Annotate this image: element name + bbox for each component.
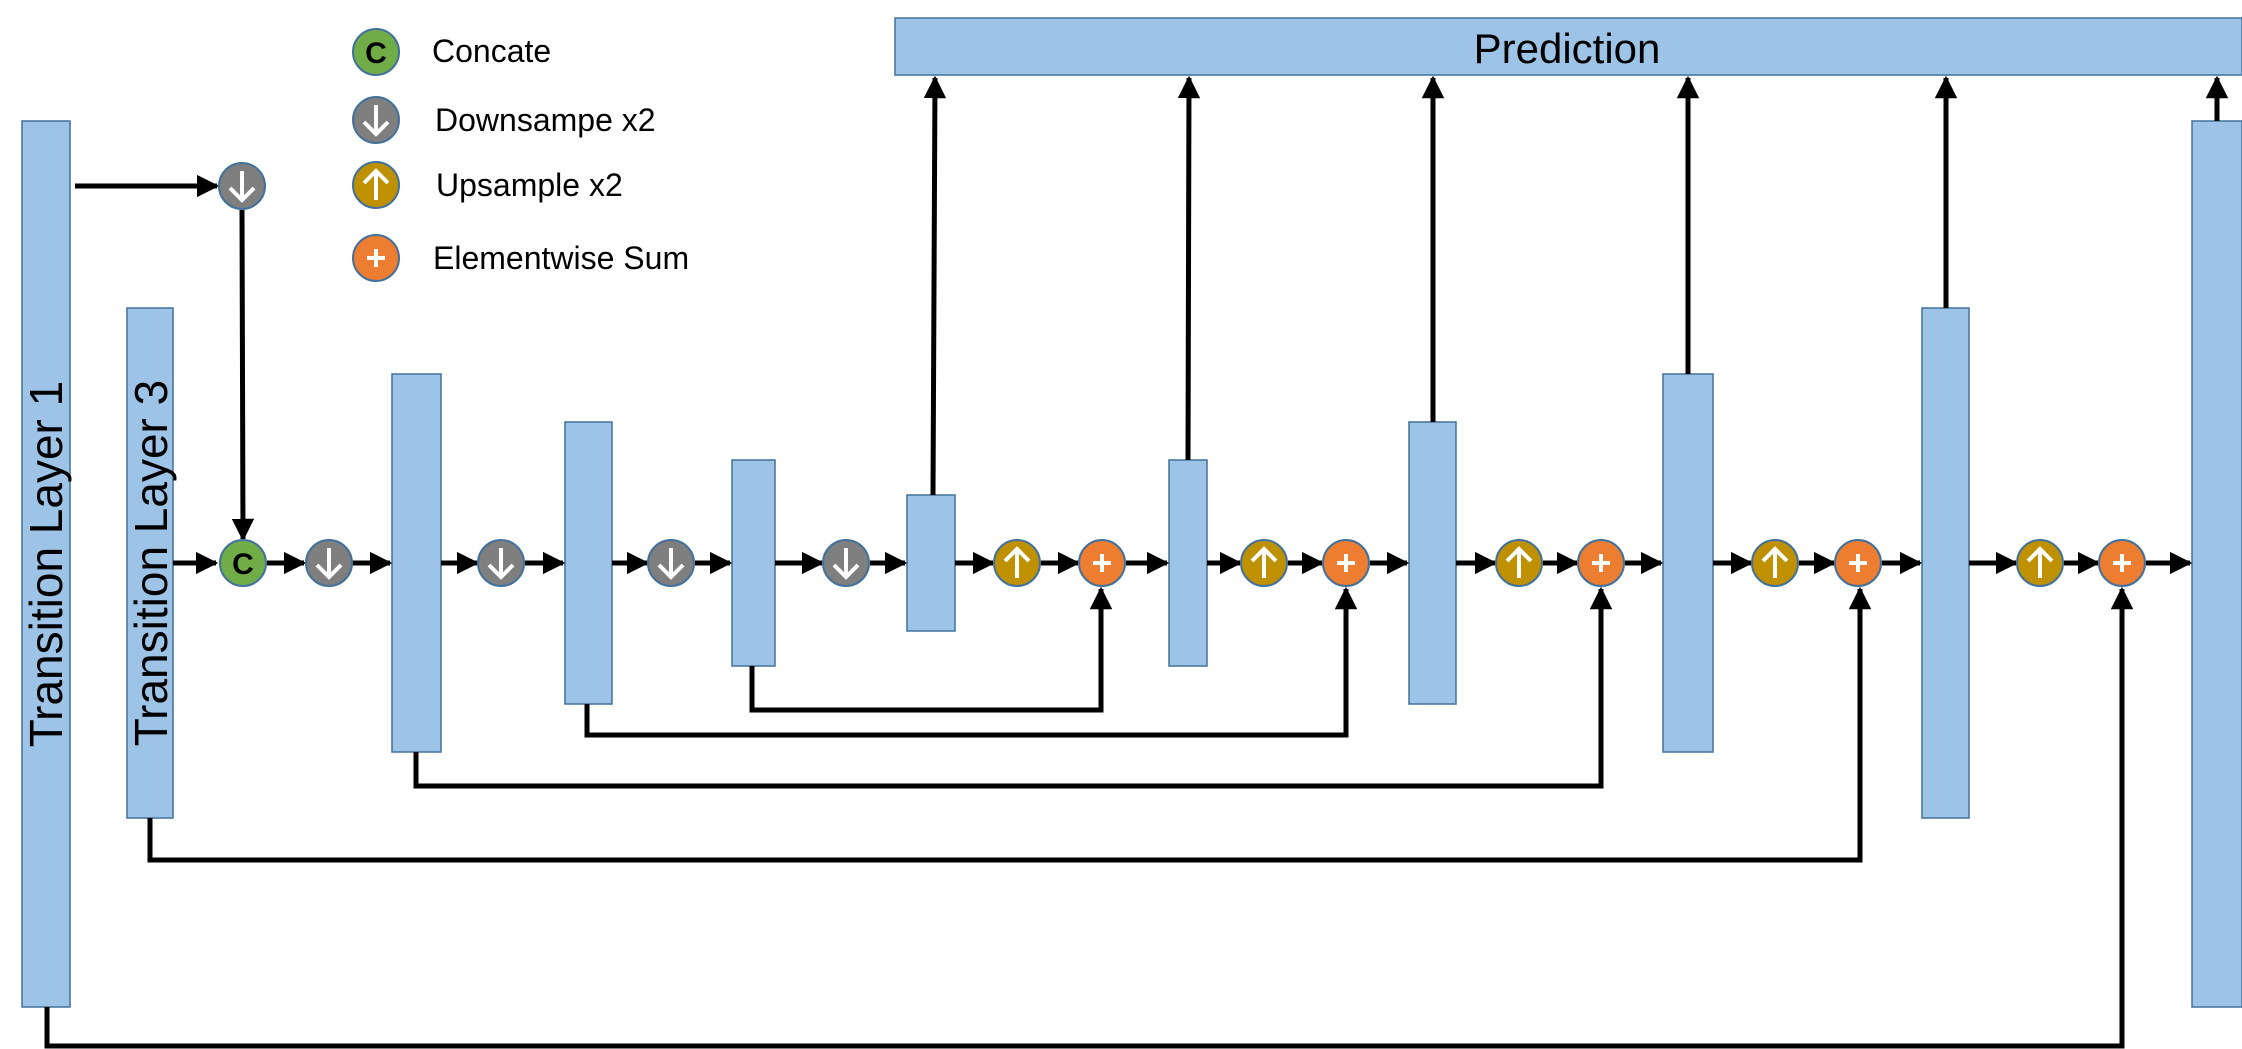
upsample-node-5-icon [2016,539,2064,587]
up-block-2 [1408,421,1457,705]
sum-node-1-icon [1078,539,1126,587]
legend-label-sum: Elementwise Sum [433,240,689,276]
upsample-node-3-icon [1495,539,1543,587]
downsample-node-4-icon [822,539,870,587]
downsample-node-2-icon [477,539,525,587]
output-block [2191,120,2242,1008]
upsample-node-1-icon [993,539,1041,587]
bottleneck-block [906,494,956,632]
down-block-2 [564,421,613,705]
concat-symbol-icon: C [352,28,400,76]
legend-label-downsample: Downsampe x2 [435,102,656,138]
concat-node-icon: C [219,539,267,587]
sum-node-4-icon [1834,539,1882,587]
downsample-symbol-icon [352,96,400,144]
transition-layer-1-label: Transition Layer 1 [20,381,72,747]
upsample-symbol-icon [352,161,400,209]
sum-symbol-icon [352,234,400,282]
svg-text:C: C [365,37,387,70]
sum-node-2-icon [1322,539,1370,587]
upsample-node-4-icon [1751,539,1799,587]
downsample-node-1-icon [305,539,353,587]
down-block-3 [731,459,776,667]
feature-blocks [21,120,2242,1008]
up-block-3 [1662,373,1714,753]
legend-label-concat: Concate [432,33,551,69]
prediction-label: Prediction [1474,25,1661,72]
upsample-node-2-icon [1240,539,1288,587]
sum-node-3-icon [1577,539,1625,587]
up-block-1 [1168,459,1208,667]
legend-item-sum: Elementwise Sum [352,234,689,282]
up-block-4 [1921,307,1970,819]
prediction-box: Prediction [894,17,2242,76]
downsample-node-top-icon [218,162,266,210]
legend-item-downsample: Downsampe x2 [352,96,656,144]
down-block-1 [391,373,442,753]
svg-text:C: C [232,548,254,581]
legend-label-upsample: Upsample x2 [436,167,623,203]
sum-node-5-icon [2098,539,2146,587]
legend-item-concat: C Concate [352,28,551,76]
legend: C Concate Downsampe x2 Upsample x2 Eleme… [352,28,689,282]
downsample-node-3-icon [647,539,695,587]
transition-layer-3-label: Transition Layer 3 [125,380,177,746]
connections [44,75,2229,1049]
operation-nodes: C [218,162,2146,587]
legend-item-upsample: Upsample x2 [352,161,623,209]
